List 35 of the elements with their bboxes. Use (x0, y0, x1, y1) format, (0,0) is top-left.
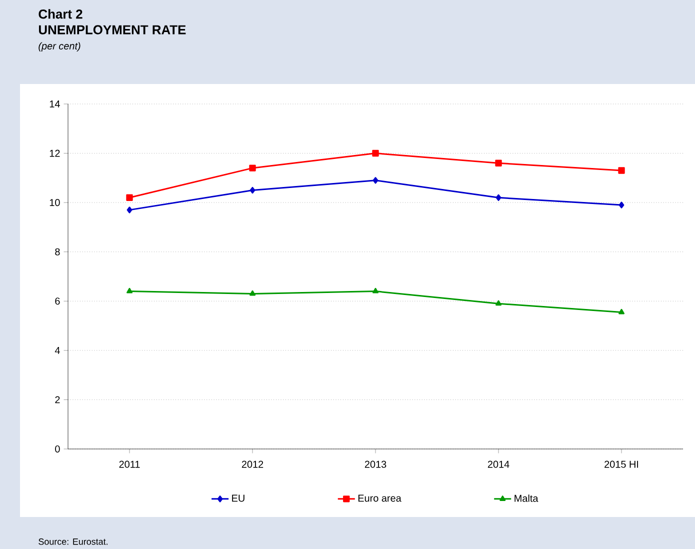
source-note: Source: Eurostat. (38, 538, 108, 545)
point (618, 202, 624, 208)
y-tick-label: 6 (55, 298, 60, 305)
chart-subtitle: UNEMPLOYMENT RATE (38, 25, 186, 34)
y-tick-label: 10 (50, 199, 60, 206)
point (372, 177, 378, 184)
y-tick-label: 12 (50, 150, 60, 157)
point (250, 290, 256, 296)
chart-title: Chart 2 (38, 9, 82, 19)
point (250, 186, 256, 194)
y-tick-label: 2 (55, 396, 60, 404)
legend-label: Euro area (358, 494, 402, 502)
x-tick-label: 2014 (488, 460, 510, 468)
point (126, 194, 133, 201)
point (496, 194, 502, 201)
legend-label: Malta (514, 494, 538, 502)
point (249, 164, 256, 172)
point (126, 288, 132, 294)
point (372, 288, 378, 294)
point (618, 167, 625, 174)
legend-label: EU (232, 494, 244, 502)
x-tick-label: 2012 (242, 460, 264, 468)
y-tick-label: 4 (54, 346, 60, 354)
point (372, 150, 379, 157)
y-axis-title: (per cent) (38, 42, 80, 52)
point (618, 308, 624, 314)
point (496, 300, 502, 306)
point (126, 206, 132, 214)
point (495, 160, 502, 166)
y-tick-label: 0 (55, 445, 60, 453)
y-tick-label: 8 (55, 248, 60, 256)
y-tick-label: 14 (50, 100, 60, 108)
x-tick-label: 2011 (119, 460, 140, 468)
x-tick-label: 2013 (364, 460, 386, 468)
x-tick-label: 2015 HI (604, 460, 638, 468)
